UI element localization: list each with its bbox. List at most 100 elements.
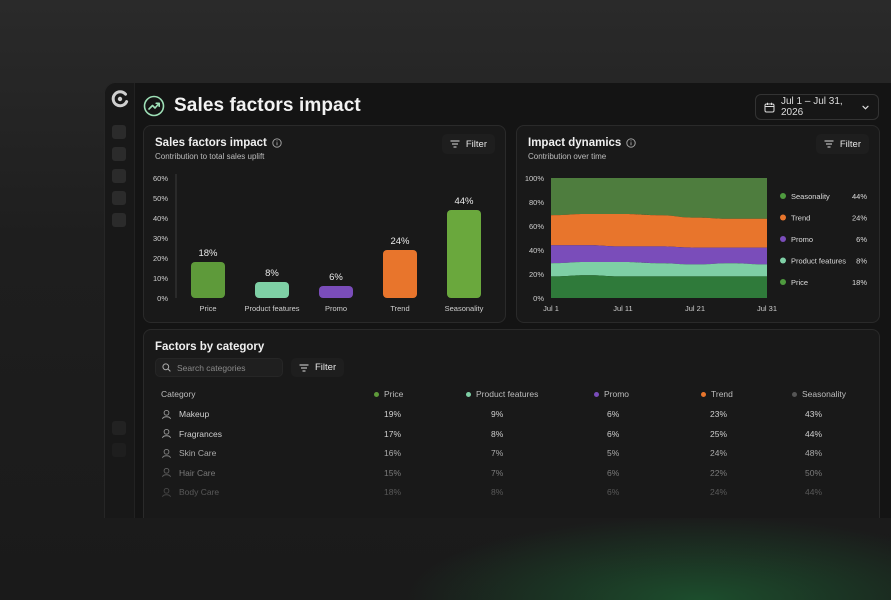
y-tick-label: 0% — [533, 294, 544, 303]
bar-chart: 0% 10% 20% 30% 40% 50% 60% 18% Price 8% Product fe… — [153, 174, 484, 313]
sidebar-nav-item[interactable] — [112, 421, 126, 435]
value-cell: 6% — [607, 428, 620, 439]
bar[interactable] — [319, 286, 353, 298]
search-box[interactable] — [155, 358, 283, 377]
column-header[interactable]: Product features — [466, 386, 538, 402]
card-title-row: Impact dynamics — [528, 137, 636, 149]
impact-dynamics-card: Impact dynamics Contribution over time F… — [516, 125, 880, 323]
value-cell: 5% — [607, 448, 620, 458]
value-cell: 8% — [491, 487, 504, 497]
legend-label: Promo — [791, 235, 813, 244]
bar[interactable] — [383, 250, 417, 298]
column-color-dot — [374, 391, 379, 397]
x-tick-label: Trend — [390, 304, 409, 313]
legend-swatch — [780, 279, 786, 285]
value-cell: 16% — [384, 448, 402, 458]
value-cell: 7% — [491, 467, 504, 478]
y-tick-label: 40% — [153, 214, 168, 223]
filter-label: Filter — [465, 138, 487, 150]
value-cell: 6% — [607, 467, 620, 478]
legend-swatch — [780, 193, 786, 199]
legend-item[interactable]: Seasonality 44% — [780, 192, 867, 201]
value-cell: 24% — [710, 487, 728, 497]
y-tick-label: 0% — [157, 294, 168, 303]
column-header[interactable]: Promo — [594, 386, 629, 402]
category-cell: Fragrances — [161, 426, 222, 442]
calendar-icon — [764, 102, 775, 112]
trending-up-icon — [143, 95, 165, 117]
area-series-price[interactable] — [551, 275, 767, 298]
column-color-dot — [466, 391, 471, 397]
date-range-picker[interactable]: Jul 1 – Jul 31, 2026 — [755, 94, 879, 120]
info-icon[interactable] — [272, 138, 282, 148]
value-cell: 18% — [384, 487, 402, 497]
sidebar-rail — [105, 83, 135, 518]
search-input[interactable] — [177, 362, 277, 373]
filter-label: Filter — [839, 138, 861, 150]
card-subtitle: Contribution over time — [528, 152, 607, 161]
legend-label: Trend — [791, 214, 810, 223]
sidebar-nav-item[interactable] — [112, 147, 126, 161]
x-tick-label: Jul 1 — [543, 304, 559, 313]
filter-button[interactable]: Filter — [815, 134, 869, 154]
bar[interactable] — [255, 282, 289, 298]
chevron-down-icon — [862, 105, 869, 110]
legend-item[interactable]: Price 18% — [780, 278, 867, 287]
filter-button[interactable]: Filter — [441, 134, 495, 154]
column-header[interactable]: Seasonality — [792, 386, 846, 402]
table-row[interactable]: Body Care 18% 8% 6% 24% 44% — [144, 484, 879, 500]
value-cell: 44% — [805, 428, 823, 439]
card-title: Sales factors impact — [155, 137, 267, 149]
sidebar-nav-item[interactable] — [112, 125, 126, 139]
value-cell: 22% — [710, 467, 728, 478]
table-row[interactable]: Hair Care 15% 7% 6% 22% 50% — [144, 465, 879, 481]
legend-item[interactable]: Product features 8% — [780, 257, 867, 266]
legend-value: 24% — [852, 214, 867, 223]
x-tick-label: Jul 21 — [685, 304, 705, 313]
sidebar-nav-item[interactable] — [112, 213, 126, 227]
bar-value-label: 24% — [390, 236, 410, 247]
legend-item[interactable]: Trend 24% — [780, 214, 867, 223]
column-header[interactable]: Price — [374, 386, 403, 402]
value-cell: 23% — [710, 409, 728, 419]
y-tick-label: 60% — [529, 222, 544, 231]
table-row[interactable]: Makeup 19% 9% 6% 23% 43% — [144, 406, 879, 422]
legend-item[interactable]: Promo 6% — [780, 235, 867, 244]
info-icon[interactable] — [626, 138, 636, 148]
sidebar-nav-item[interactable] — [112, 443, 126, 457]
filter-icon — [299, 364, 309, 371]
app-logo-icon[interactable] — [110, 89, 130, 109]
filter-icon — [824, 140, 834, 148]
column-header[interactable]: Category — [161, 386, 196, 402]
area-series-seasonality[interactable] — [551, 178, 767, 219]
area-series-product-features[interactable] — [551, 262, 767, 277]
y-tick-label: 40% — [529, 246, 544, 255]
column-header[interactable]: Trend — [701, 386, 733, 402]
filter-button[interactable]: Filter — [291, 358, 345, 377]
bar[interactable] — [191, 262, 225, 298]
bar-value-label: 44% — [454, 196, 474, 207]
value-cell: 24% — [710, 448, 728, 458]
page-header: Sales factors impact — [143, 93, 361, 119]
area-series-trend[interactable] — [551, 214, 767, 248]
column-color-dot — [594, 391, 599, 397]
card-title-row: Factors by category — [155, 341, 264, 353]
y-tick-label: 10% — [153, 274, 168, 283]
area-chart: 0% 20% 40% 60% 80% 100% Jul 1 Jul 11 Jul 21 Jul 3… — [525, 174, 868, 313]
factors-by-category-card: Factors by category Filter — [143, 329, 880, 518]
sidebar-nav-item[interactable] — [112, 169, 126, 183]
category-label: Fragrances — [179, 428, 222, 439]
bar[interactable] — [447, 210, 481, 298]
x-tick-label: Jul 31 — [757, 304, 777, 313]
filter-label: Filter — [315, 362, 337, 373]
category-label: Skin Care — [179, 448, 217, 458]
table-row[interactable]: Fragrances 17% 8% 6% 25% 44% — [144, 426, 879, 442]
area-series-promo[interactable] — [551, 245, 767, 265]
legend-label: Product features — [791, 257, 846, 266]
legend-swatch — [780, 236, 786, 242]
sidebar-nav-item[interactable] — [112, 191, 126, 205]
value-cell: 19% — [384, 409, 402, 419]
x-tick-label: Seasonality — [445, 304, 484, 313]
makeup-icon — [161, 409, 179, 420]
table-row[interactable]: Skin Care 16% 7% 5% 24% 48% — [144, 445, 879, 461]
